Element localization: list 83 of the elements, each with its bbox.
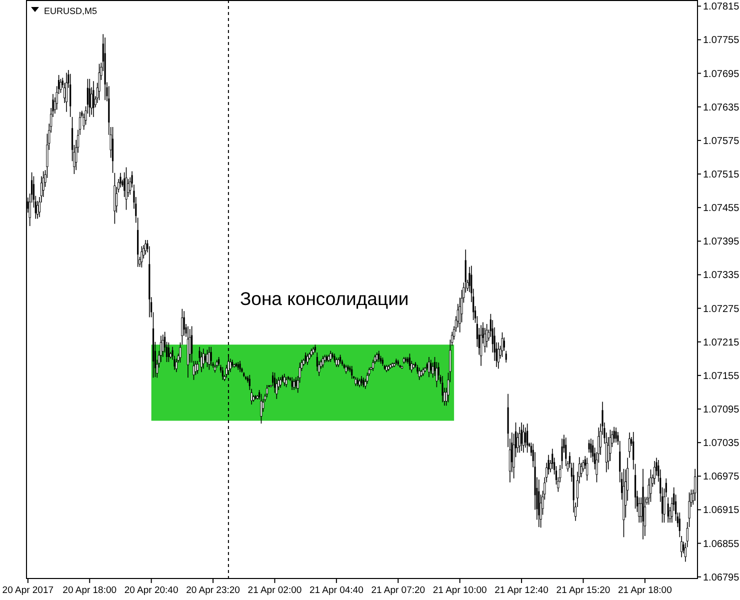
candlestick xyxy=(88,78,90,118)
candlestick xyxy=(210,346,212,366)
candlestick xyxy=(590,438,592,458)
candlestick xyxy=(408,353,411,370)
candlestick xyxy=(362,377,364,388)
candlestick xyxy=(65,72,68,112)
y-tick-label: 1.07155 xyxy=(703,370,740,382)
y-tick-label: 1.06975 xyxy=(703,472,740,483)
y-tick-label: 1.07215 xyxy=(703,337,740,348)
x-tick-label: 21 Apr 02:00 xyxy=(248,585,302,596)
y-tick-label: 1.07395 xyxy=(703,236,740,248)
candlestick xyxy=(337,357,340,368)
candlestick xyxy=(526,423,528,454)
candlestick xyxy=(613,426,615,443)
candlestick xyxy=(360,376,362,386)
candlestick xyxy=(586,457,588,482)
y-tick-label: 1.07335 xyxy=(703,270,740,282)
x-tick-label: 20 Apr 2017 xyxy=(2,585,54,596)
x-tick-label: 21 Apr 12:40 xyxy=(494,585,548,596)
annotation: Зона консолидации xyxy=(240,288,409,309)
y-tick-label: 1.06795 xyxy=(703,572,740,584)
x-tick-label: 20 Apr 20:40 xyxy=(124,585,178,596)
candlestick xyxy=(140,246,143,268)
candlestick xyxy=(208,346,210,370)
candlestick xyxy=(480,324,482,366)
candlestick xyxy=(279,376,282,388)
candlestick xyxy=(304,352,306,364)
candlestick xyxy=(520,422,522,452)
candlestick xyxy=(430,359,432,374)
y-tick-label: 1.07635 xyxy=(703,102,740,114)
candlestick xyxy=(351,366,353,380)
y-tick-label: 1.06855 xyxy=(703,538,740,550)
candlestick xyxy=(501,332,504,358)
candlestick xyxy=(144,240,147,255)
candlestick xyxy=(260,394,262,424)
y-tick-label: 1.07275 xyxy=(703,304,740,315)
candlestick xyxy=(112,126,114,174)
candlestick xyxy=(522,424,525,454)
candlestick xyxy=(206,349,208,368)
y-tick-label: 1.07095 xyxy=(703,404,740,416)
candlestick xyxy=(202,348,204,370)
candlestick xyxy=(291,376,293,390)
x-tick-label: 21 Apr 07:20 xyxy=(371,585,426,596)
candlestick xyxy=(239,360,241,372)
candlestick xyxy=(36,200,39,220)
candlestick xyxy=(615,427,617,443)
x-tick-label: 21 Apr 04:40 xyxy=(309,585,364,596)
candlestick xyxy=(98,63,100,101)
x-tick-label: 20 Apr 18:00 xyxy=(62,585,117,596)
candlestick xyxy=(295,376,297,390)
candlestick xyxy=(222,366,224,380)
x-tick-label: 21 Apr 10:00 xyxy=(432,585,487,596)
x-tick-label: 21 Apr 15:20 xyxy=(556,585,610,596)
y-tick-label: 1.07455 xyxy=(703,203,740,214)
y-tick-label: 1.07695 xyxy=(703,68,740,80)
candlestick xyxy=(654,460,656,485)
y-tick-label: 1.07035 xyxy=(703,438,740,450)
y-tick-label: 1.07575 xyxy=(703,136,740,147)
candlestick xyxy=(588,439,590,454)
candlestick xyxy=(127,178,130,198)
y-tick-label: 1.07755 xyxy=(703,35,740,46)
x-tick-label: 20 Apr 23:20 xyxy=(186,585,240,596)
candlestick xyxy=(125,166,128,210)
candlestick xyxy=(168,342,170,362)
y-tick-label: 1.06915 xyxy=(703,505,740,516)
candlestick xyxy=(650,469,652,502)
x-tick-label: 21 Apr 18:00 xyxy=(618,585,672,596)
y-tick-label: 1.07815 xyxy=(703,2,740,13)
candlestick xyxy=(376,352,378,362)
y-tick-label: 1.07515 xyxy=(703,170,740,181)
candlestick xyxy=(229,358,232,372)
candlestick xyxy=(285,376,288,388)
candlestick xyxy=(378,350,380,362)
candlestick xyxy=(418,367,420,380)
candlestick xyxy=(518,426,521,454)
candlestick xyxy=(70,73,72,118)
candlestick xyxy=(292,378,296,390)
candlestick xyxy=(92,80,94,118)
candlestick xyxy=(442,376,444,403)
text: EURUSD,M5 xyxy=(44,6,98,16)
candlestick xyxy=(524,427,526,448)
candlestick xyxy=(505,350,507,363)
candlestick xyxy=(667,497,669,524)
